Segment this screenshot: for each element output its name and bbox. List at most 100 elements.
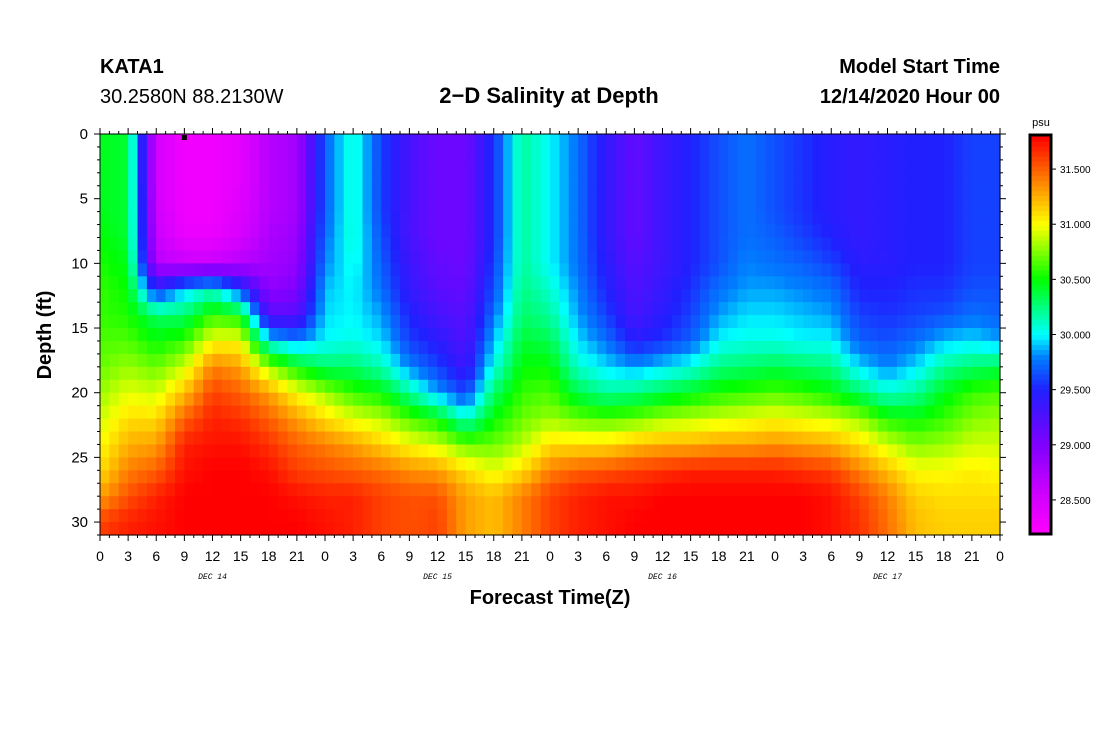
heatmap-cell [971, 172, 982, 187]
heatmap-cell [437, 418, 448, 433]
heatmap-cell [925, 392, 935, 407]
heatmap-cell [831, 315, 842, 329]
heatmap-cell [906, 315, 917, 329]
heatmap-cell [540, 522, 551, 536]
heatmap-cell [334, 237, 345, 252]
heatmap-cell [821, 315, 832, 329]
heatmap-cell [325, 366, 335, 381]
heatmap-cell [184, 263, 195, 277]
heatmap-cell [625, 185, 635, 200]
heatmap-cell [990, 444, 1001, 458]
heatmap-cell [681, 418, 692, 433]
heatmap-cell [981, 431, 992, 446]
heatmap-cell [212, 328, 223, 342]
heatmap-cell [184, 224, 195, 239]
heatmap-cell [906, 431, 917, 446]
heatmap-cell [203, 366, 214, 381]
colorbar-segment [1031, 418, 1050, 425]
heatmap-cell [953, 328, 964, 342]
heatmap-cell [418, 250, 429, 264]
heatmap-cell [784, 134, 795, 148]
heatmap-cell [681, 431, 692, 446]
heatmap-cell [831, 509, 842, 523]
heatmap-cell [109, 509, 120, 523]
heatmap-cell [568, 405, 579, 420]
heatmap-cell [971, 340, 982, 355]
heatmap-cell [465, 172, 476, 187]
heatmap-cell [231, 470, 242, 484]
heatmap-cell [437, 211, 448, 226]
heatmap-cell [728, 418, 739, 433]
heatmap-cell [981, 302, 992, 316]
heatmap-cell [400, 172, 410, 187]
heatmap-cell [221, 302, 232, 316]
heatmap-cell [531, 302, 542, 316]
heatmap-cell [456, 340, 467, 355]
heatmap-cell [915, 224, 926, 239]
heatmap-cell [662, 172, 673, 187]
heatmap-cell [268, 146, 279, 161]
heatmap-cell [343, 172, 354, 187]
heatmap-cell [728, 340, 739, 355]
heatmap-cell [596, 379, 607, 394]
heatmap-cell [240, 379, 251, 394]
heatmap-cell [990, 172, 1001, 187]
heatmap-cell [446, 289, 457, 303]
heatmap-cell [643, 250, 654, 264]
heatmap-cell [278, 172, 289, 187]
heatmap-cell [278, 211, 289, 226]
heatmap-cell [662, 211, 673, 226]
heatmap-cell [793, 353, 804, 368]
heatmap-cell [100, 522, 110, 536]
heatmap-cell [746, 392, 757, 407]
heatmap-cell [212, 470, 223, 484]
heatmap-cell [165, 185, 176, 200]
heatmap-cell [578, 198, 589, 213]
heatmap-cell [578, 185, 589, 200]
heatmap-cell [850, 418, 860, 433]
heatmap-cell [362, 315, 373, 329]
heatmap-cell [334, 263, 345, 277]
heatmap-cell [690, 470, 701, 484]
heatmap-cell [512, 224, 523, 239]
heatmap-cell [203, 289, 214, 303]
heatmap-cell [559, 159, 570, 174]
heatmap-cell [193, 418, 204, 433]
heatmap-cell [934, 392, 945, 407]
heatmap-cell [287, 211, 298, 226]
heatmap-cell [625, 379, 635, 394]
heatmap-cell [306, 198, 317, 213]
heatmap-cell [615, 146, 626, 161]
heatmap-cell [212, 302, 223, 316]
heatmap-cell [334, 483, 345, 497]
heatmap-cell [325, 522, 335, 536]
heatmap-cell [765, 134, 776, 148]
heatmap-cell [568, 250, 579, 264]
heatmap-cell [803, 353, 814, 368]
heatmap-cell [746, 470, 757, 484]
heatmap-cell [184, 457, 195, 471]
heatmap-cell [353, 483, 364, 497]
heatmap-cell [109, 405, 120, 420]
heatmap-cell [184, 198, 195, 213]
heatmap-cell [250, 224, 260, 239]
heatmap-cell [156, 172, 167, 187]
heatmap-cell [737, 522, 748, 536]
heatmap-cell [615, 457, 626, 471]
heatmap-cell [793, 289, 804, 303]
heatmap-cell [231, 366, 242, 381]
heatmap-cell [606, 159, 617, 174]
heatmap-cell [175, 405, 185, 420]
heatmap-cell [521, 340, 532, 355]
heatmap-cell [221, 405, 232, 420]
heatmap-cell [175, 431, 185, 446]
heatmap-cell [137, 263, 148, 277]
heatmap-cell [221, 198, 232, 213]
heatmap-cell [521, 315, 532, 329]
heatmap-cell [681, 263, 692, 277]
heatmap-cell [671, 276, 682, 290]
heatmap-cell [587, 302, 598, 316]
heatmap-cell [371, 444, 382, 458]
heatmap-cell [868, 340, 879, 355]
heatmap-cell [371, 198, 382, 213]
